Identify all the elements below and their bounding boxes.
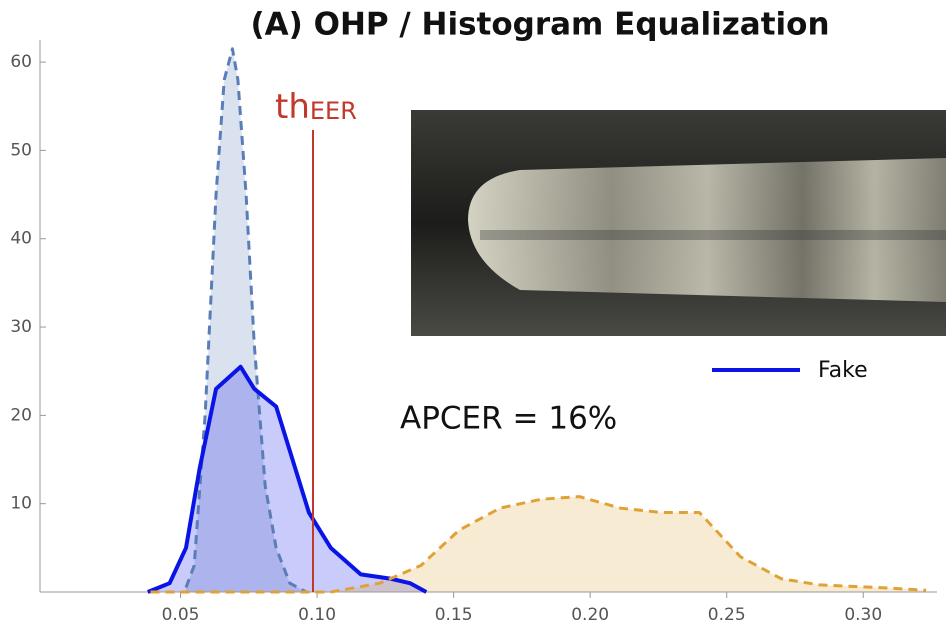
legend-label: Fake: [818, 358, 868, 383]
x-tick-label: 0.20: [571, 605, 609, 625]
y-tick-label: 60: [10, 52, 32, 72]
threshold-subscript: EER: [310, 97, 357, 125]
inset-image: [411, 110, 946, 336]
y-tick-label: 20: [10, 405, 32, 425]
x-tick-label: 0.05: [162, 605, 200, 625]
y-tick-label: 40: [10, 229, 32, 249]
density-line: [184, 47, 307, 594]
density-line: [147, 364, 428, 594]
x-tick-label: 0.30: [844, 605, 882, 625]
threshold-main: th: [275, 87, 310, 127]
annotation: APCER = 16%: [400, 401, 617, 437]
chart-title: (A) OHP / Histogram Equalization: [250, 7, 829, 43]
y-tick-label: 30: [10, 317, 32, 337]
y-tick-label: 50: [10, 140, 32, 160]
x-tick-label: 0.10: [298, 605, 336, 625]
area: [186, 48, 307, 592]
y-tick-label: 10: [10, 494, 32, 514]
area: [150, 496, 927, 592]
x-tick-label: 0.25: [708, 605, 746, 625]
x-tick-label: 0.15: [435, 605, 473, 625]
threshold-label: thEER: [275, 87, 357, 127]
area: [147, 366, 427, 592]
